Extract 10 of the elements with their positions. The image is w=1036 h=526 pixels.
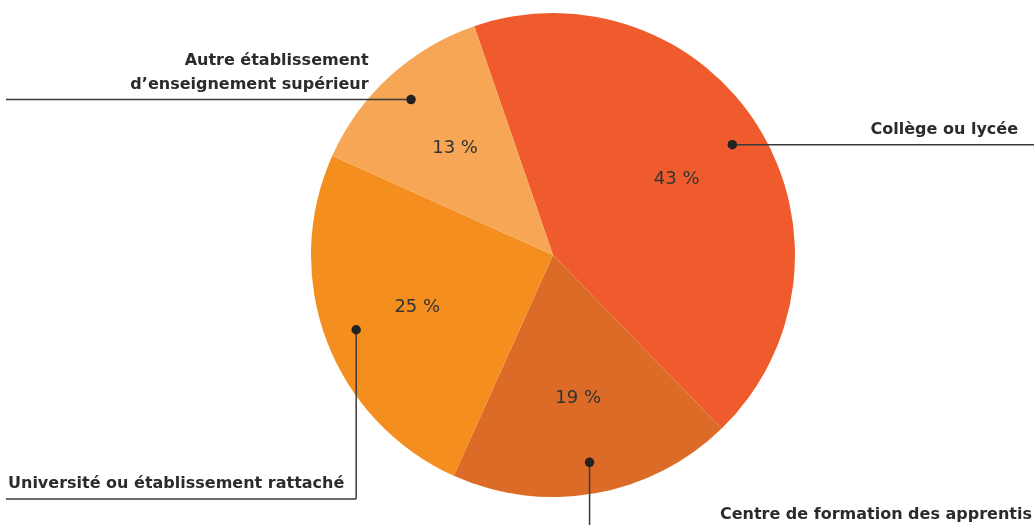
slice-label: Centre de formation des apprentis	[719, 504, 1032, 523]
slice-label: Collège ou lycée	[870, 118, 1019, 138]
slice-label: Université ou établissement rattaché	[8, 473, 345, 492]
data-label: 13 %	[432, 135, 478, 157]
data-label: 25 %	[394, 294, 441, 316]
pie-slice	[453, 255, 722, 497]
slice-label: Autre établissement d’enseignement supérieur	[130, 49, 369, 93]
data-label: 19 %	[555, 385, 602, 407]
pie-slice	[311, 155, 553, 476]
data-label: 43 %	[653, 166, 700, 188]
